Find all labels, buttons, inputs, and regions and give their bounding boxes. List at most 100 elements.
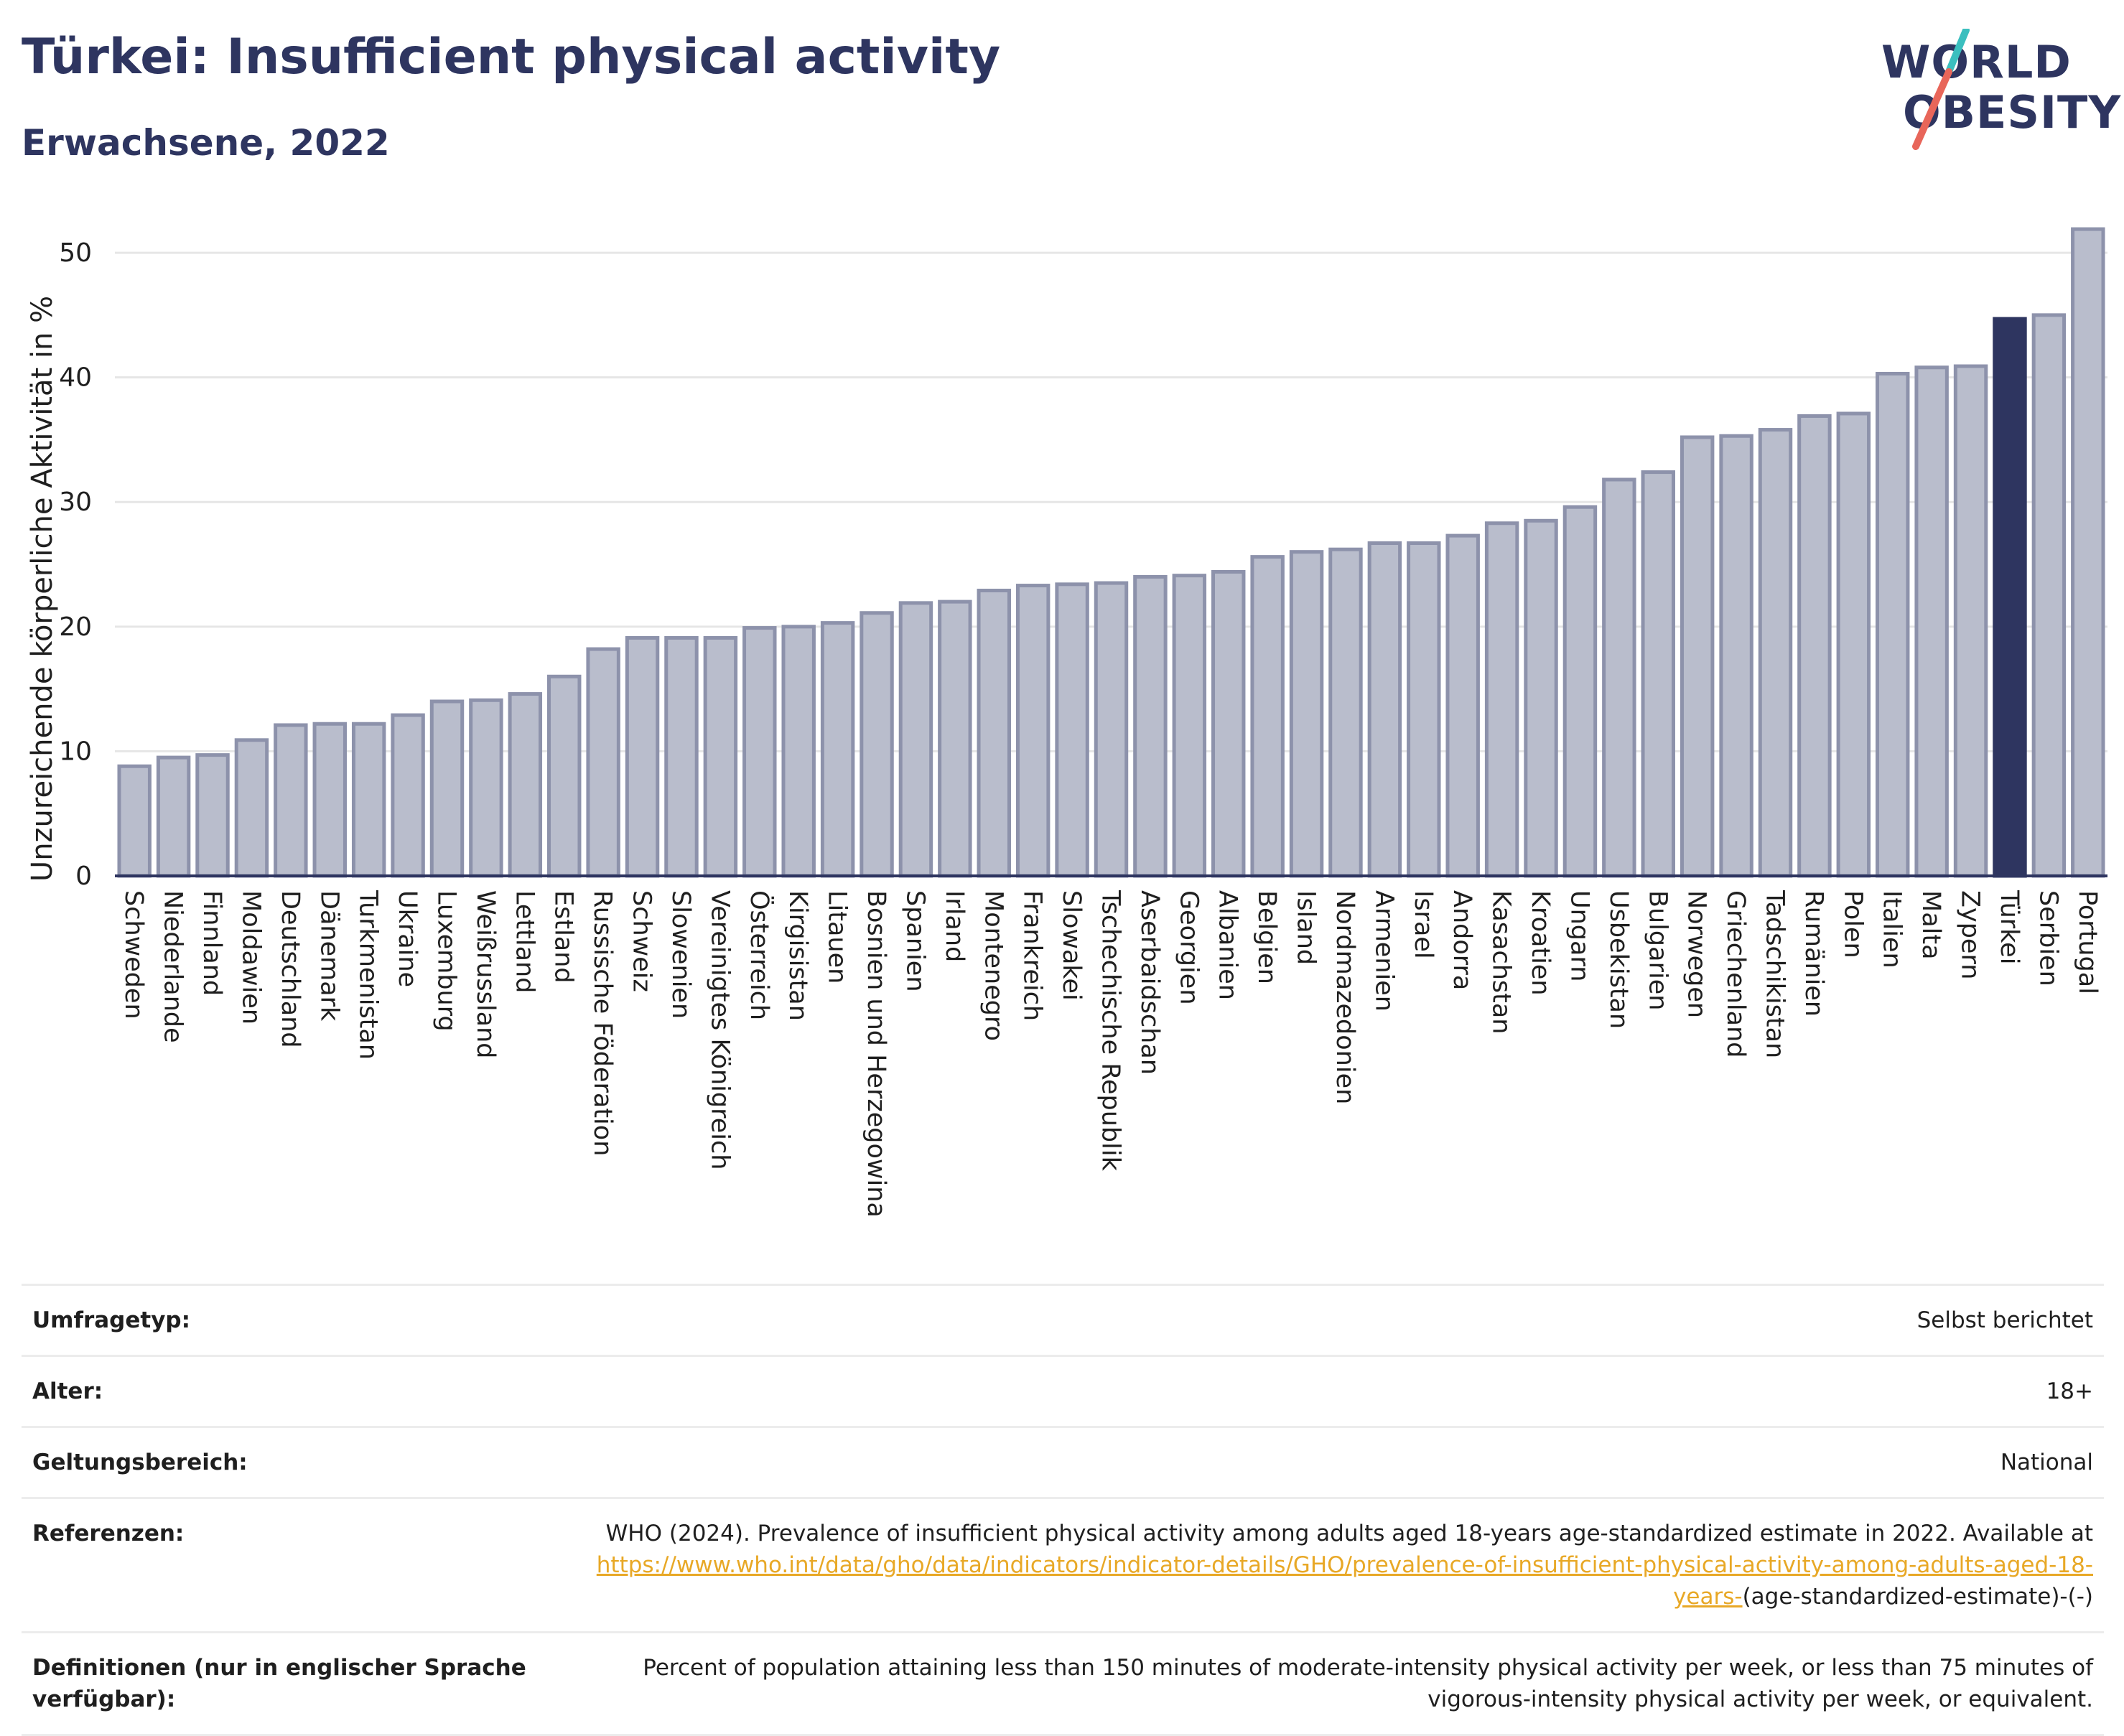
references-link[interactable]: https://www.who.int/data/gho/data/indica…: [596, 1552, 2093, 1610]
x-tick-label: Schweiz: [628, 890, 656, 992]
x-tick-label: Kirgisistan: [783, 890, 812, 1021]
x-tick-label: Usbekistan: [1604, 890, 1633, 1029]
bar-Andorra: [1445, 533, 1480, 878]
bar-Portugal: [2071, 227, 2105, 878]
y-tick-label: 0: [75, 862, 92, 891]
bar-Albanien: [1211, 569, 1246, 878]
bar-Island: [1289, 550, 1324, 878]
x-tick-label: Ukraine: [393, 890, 421, 987]
bar-Österreich: [742, 626, 777, 878]
x-tick-label: Turkmenistan: [354, 890, 383, 1060]
bar-Kroatien: [1524, 518, 1558, 878]
x-tick-label: Aserbaidschan: [1135, 890, 1164, 1075]
bar-Zypern: [1953, 364, 1988, 878]
x-tick-label: Italien: [1878, 890, 1906, 969]
bar-Slowenien: [664, 635, 699, 878]
x-tick-label: Polen: [1838, 890, 1867, 958]
bar-Weißrussland: [469, 698, 503, 878]
meta-value: National: [2000, 1450, 2093, 1475]
meta-value: Selbst berichtet: [1916, 1307, 2093, 1333]
x-tick-label: Norwegen: [1682, 890, 1711, 1018]
bar-Litauen: [820, 621, 855, 878]
meta-value: 18+: [2046, 1378, 2093, 1404]
metadata-table: Umfragetyp: Selbst berichtet Alter: 18+ …: [22, 1284, 2104, 1736]
bar-Israel: [1407, 541, 1441, 878]
y-tick-label: 40: [59, 363, 92, 393]
bar-Slowakei: [1055, 582, 1089, 878]
page-subtitle: Erwachsene, 2022: [22, 122, 390, 164]
bar-Kirgisistan: [781, 625, 816, 878]
references-text: WHO (2024). Prevalence of insufficient p…: [605, 1521, 2093, 1546]
x-tick-label: Luxemburg: [432, 890, 461, 1032]
bar-Polen: [1836, 411, 1871, 878]
bar-Ukraine: [391, 713, 425, 878]
bar-Georgien: [1172, 574, 1207, 878]
bar-Niederlande: [156, 755, 191, 878]
x-tick-label: Georgien: [1174, 890, 1203, 1005]
bar-Luxemburg: [429, 699, 465, 878]
x-tick-label: Bulgarien: [1643, 890, 1672, 1010]
x-tick-label: Vereinigtes Königreich: [705, 890, 734, 1170]
x-tick-label: Ungarn: [1565, 890, 1593, 981]
bar-Belgien: [1250, 555, 1285, 878]
bar-Moldawien: [234, 738, 269, 878]
bar-Rumänien: [1797, 414, 1832, 878]
x-tick-label: Albanien: [1214, 890, 1242, 1000]
meta-row-scope: Geltungsbereich: National: [22, 1426, 2104, 1497]
bar-Aserbaidschan: [1133, 574, 1168, 878]
x-tick-label: Lettland: [510, 890, 539, 993]
x-tick-label: Litauen: [823, 890, 852, 984]
meta-row-survey-type: Umfragetyp: Selbst berichtet: [22, 1284, 2104, 1355]
bar-Irland: [938, 599, 972, 878]
x-tick-label: Island: [1292, 890, 1320, 965]
x-tick-label: Österreich: [745, 890, 775, 1020]
bar-Italien: [1876, 371, 1910, 878]
x-tick-label: Türkei: [1995, 890, 2023, 964]
bar-Schweiz: [625, 635, 660, 878]
bar-Vereinigtes Königreich: [703, 635, 738, 878]
meta-value: Percent of population attaining less tha…: [643, 1655, 2093, 1712]
meta-row-age: Alter: 18+: [22, 1355, 2104, 1426]
bar-Frankreich: [1015, 584, 1051, 878]
y-tick-label: 10: [59, 737, 92, 766]
x-tick-label: Finnland: [197, 890, 226, 996]
x-tick-label: Belgien: [1252, 890, 1281, 984]
bar-Armenien: [1367, 541, 1402, 878]
x-tick-label: Tschechische Republik: [1096, 890, 1125, 1172]
meta-label: Geltungsbereich:: [32, 1450, 248, 1475]
x-tick-label: Russische Föderation: [588, 890, 617, 1156]
x-tick-label: Montenegro: [979, 890, 1007, 1041]
x-tick-label: Deutschland: [276, 890, 304, 1048]
x-tick-label: Moldawien: [236, 890, 265, 1025]
x-tick-label: Serbien: [2034, 890, 2062, 986]
bar-Estland: [547, 674, 582, 878]
x-tick-label: Spanien: [900, 890, 929, 992]
x-tick-label: Frankreich: [1018, 890, 1047, 1021]
x-tick-label: Nordmazedonien: [1331, 890, 1359, 1104]
x-tick-label: Slowenien: [666, 890, 695, 1019]
world-obesity-logo: WORLD OBESITY: [1874, 29, 2120, 151]
bar-Ungarn: [1562, 505, 1598, 878]
x-tick-label: Dänemark: [315, 890, 343, 1022]
x-tick-label: Bosnien und Herzegowina: [862, 890, 890, 1218]
x-tick-label: Andorra: [1448, 890, 1476, 990]
bar-Tschechische Republik: [1094, 581, 1129, 878]
bar-Norwegen: [1680, 435, 1715, 878]
bar-Bosnien und Herzegowina: [860, 611, 894, 878]
x-tick-label: Estland: [549, 890, 578, 984]
y-axis-label: Unzureichende körperliche Aktivität in %: [26, 296, 59, 882]
bar-Tadschikistan: [1758, 428, 1793, 878]
bar-Schweden: [117, 764, 152, 878]
references-value: WHO (2024). Prevalence of insufficient p…: [549, 1518, 2093, 1613]
x-tick-label: Armenien: [1369, 890, 1398, 1012]
logo-slash-icon: [1912, 29, 1970, 150]
meta-label: Alter:: [32, 1378, 103, 1404]
meta-row-references: Referenzen: WHO (2024). Prevalence of in…: [22, 1497, 2104, 1631]
x-tick-label: Tadschikistan: [1761, 890, 1789, 1058]
x-tick-label: Kasachstan: [1487, 890, 1516, 1034]
meta-label: Referenzen:: [32, 1521, 185, 1546]
bar-Griechenland: [1719, 434, 1753, 878]
x-tick-label: Malta: [1916, 890, 1945, 960]
x-tick-label: Zypern: [1956, 890, 1985, 979]
